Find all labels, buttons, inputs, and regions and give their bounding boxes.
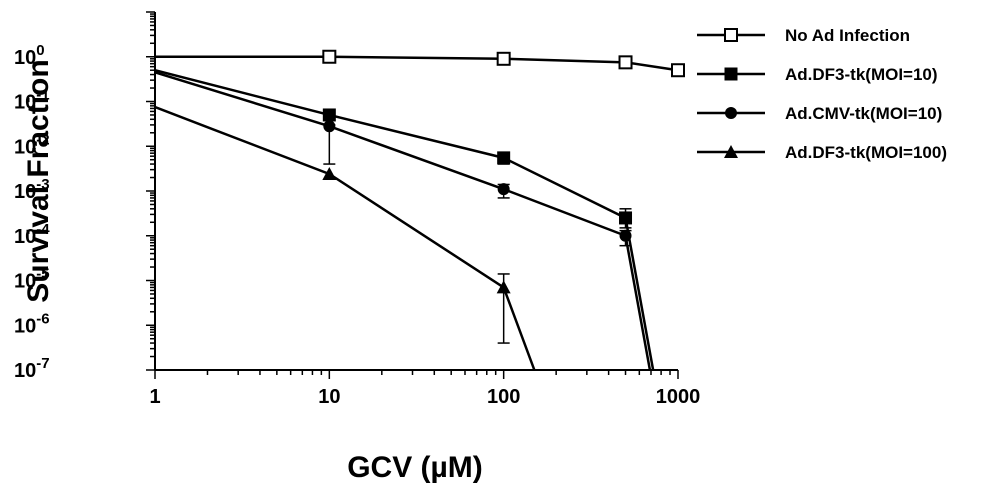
legend-marker	[725, 107, 737, 119]
legend-label: Ad.DF3-tk(MOI=10)	[785, 65, 938, 84]
data-point	[322, 108, 336, 122]
y-tick-label: 10-4	[14, 221, 50, 248]
series-2	[155, 71, 652, 370]
legend-marker	[724, 67, 738, 81]
x-axis-title: GCV (µM)	[347, 451, 483, 484]
y-tick-label: 10-3	[14, 176, 50, 203]
data-point	[497, 151, 511, 165]
series-1	[155, 69, 655, 370]
y-tick-label: 10-7	[14, 355, 50, 382]
y-tick-label: 10-6	[14, 310, 50, 337]
data-point	[496, 280, 511, 294]
y-axis-title: Survival Fraction	[22, 59, 55, 302]
data-point	[619, 211, 633, 225]
data-point	[322, 49, 337, 64]
data-point	[496, 51, 511, 66]
y-tick-label: 100	[14, 42, 45, 69]
data-point	[671, 63, 685, 78]
series-0	[155, 49, 685, 78]
series-line	[155, 69, 655, 370]
legend-marker	[724, 28, 738, 42]
x-tick-label: 100	[487, 386, 520, 408]
y-tick-label: 10-5	[14, 266, 50, 293]
legend-label: Ad.DF3-tk(MOI=100)	[785, 143, 947, 162]
data-point	[497, 183, 510, 196]
series-line	[155, 105, 536, 370]
legend-marker	[724, 145, 738, 158]
data-point	[323, 120, 336, 133]
series-line	[155, 55, 679, 72]
data-point	[618, 55, 633, 70]
x-tick-label: 1000	[656, 386, 701, 408]
legend-label: No Ad Infection	[785, 26, 910, 45]
x-tick-label: 10	[318, 386, 340, 408]
data-point	[322, 166, 337, 180]
legend: No Ad Infection Ad.DF3-tk(MOI=10) Ad.CMV-t…	[697, 26, 947, 162]
series-3	[155, 105, 536, 370]
x-tick-label: 1	[149, 386, 160, 408]
plot-area: 1 10 100 1000 100 10-1 10-2 10-3 10-4 10-5 10-6 10-…	[14, 11, 701, 408]
legend-label: Ad.CMV-tk(MOI=10)	[785, 104, 942, 123]
data-point	[619, 229, 632, 242]
y-tick-label: 10-2	[14, 131, 50, 158]
y-tick-label: 10-1	[14, 87, 50, 114]
